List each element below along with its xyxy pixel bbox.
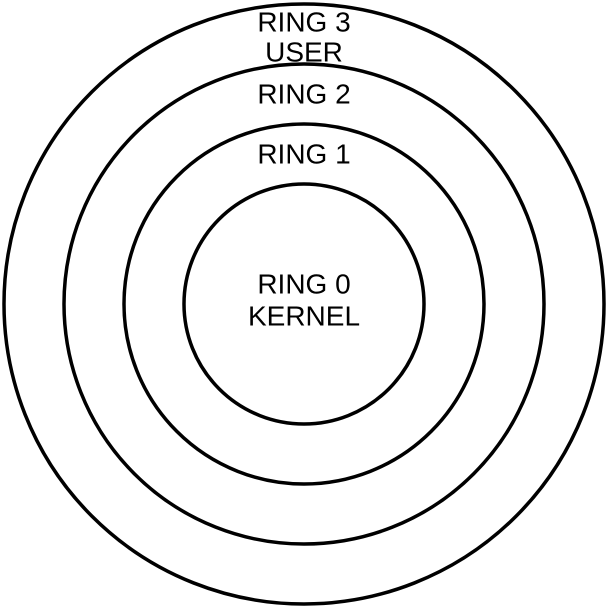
ring-0-label-line1: RING 0 — [257, 268, 350, 299]
ring-1-label-line1: RING 1 — [257, 138, 350, 169]
ring-3-label-line1: RING 3 — [257, 6, 350, 37]
ring-2-label-line1: RING 2 — [257, 78, 350, 109]
ring-3-label-line2: USER — [265, 36, 343, 67]
ring-0-label-line2: KERNEL — [248, 300, 360, 331]
ring-diagram: RING 3 USER RING 2 RING 1 RING 0 KERNEL — [0, 0, 608, 608]
